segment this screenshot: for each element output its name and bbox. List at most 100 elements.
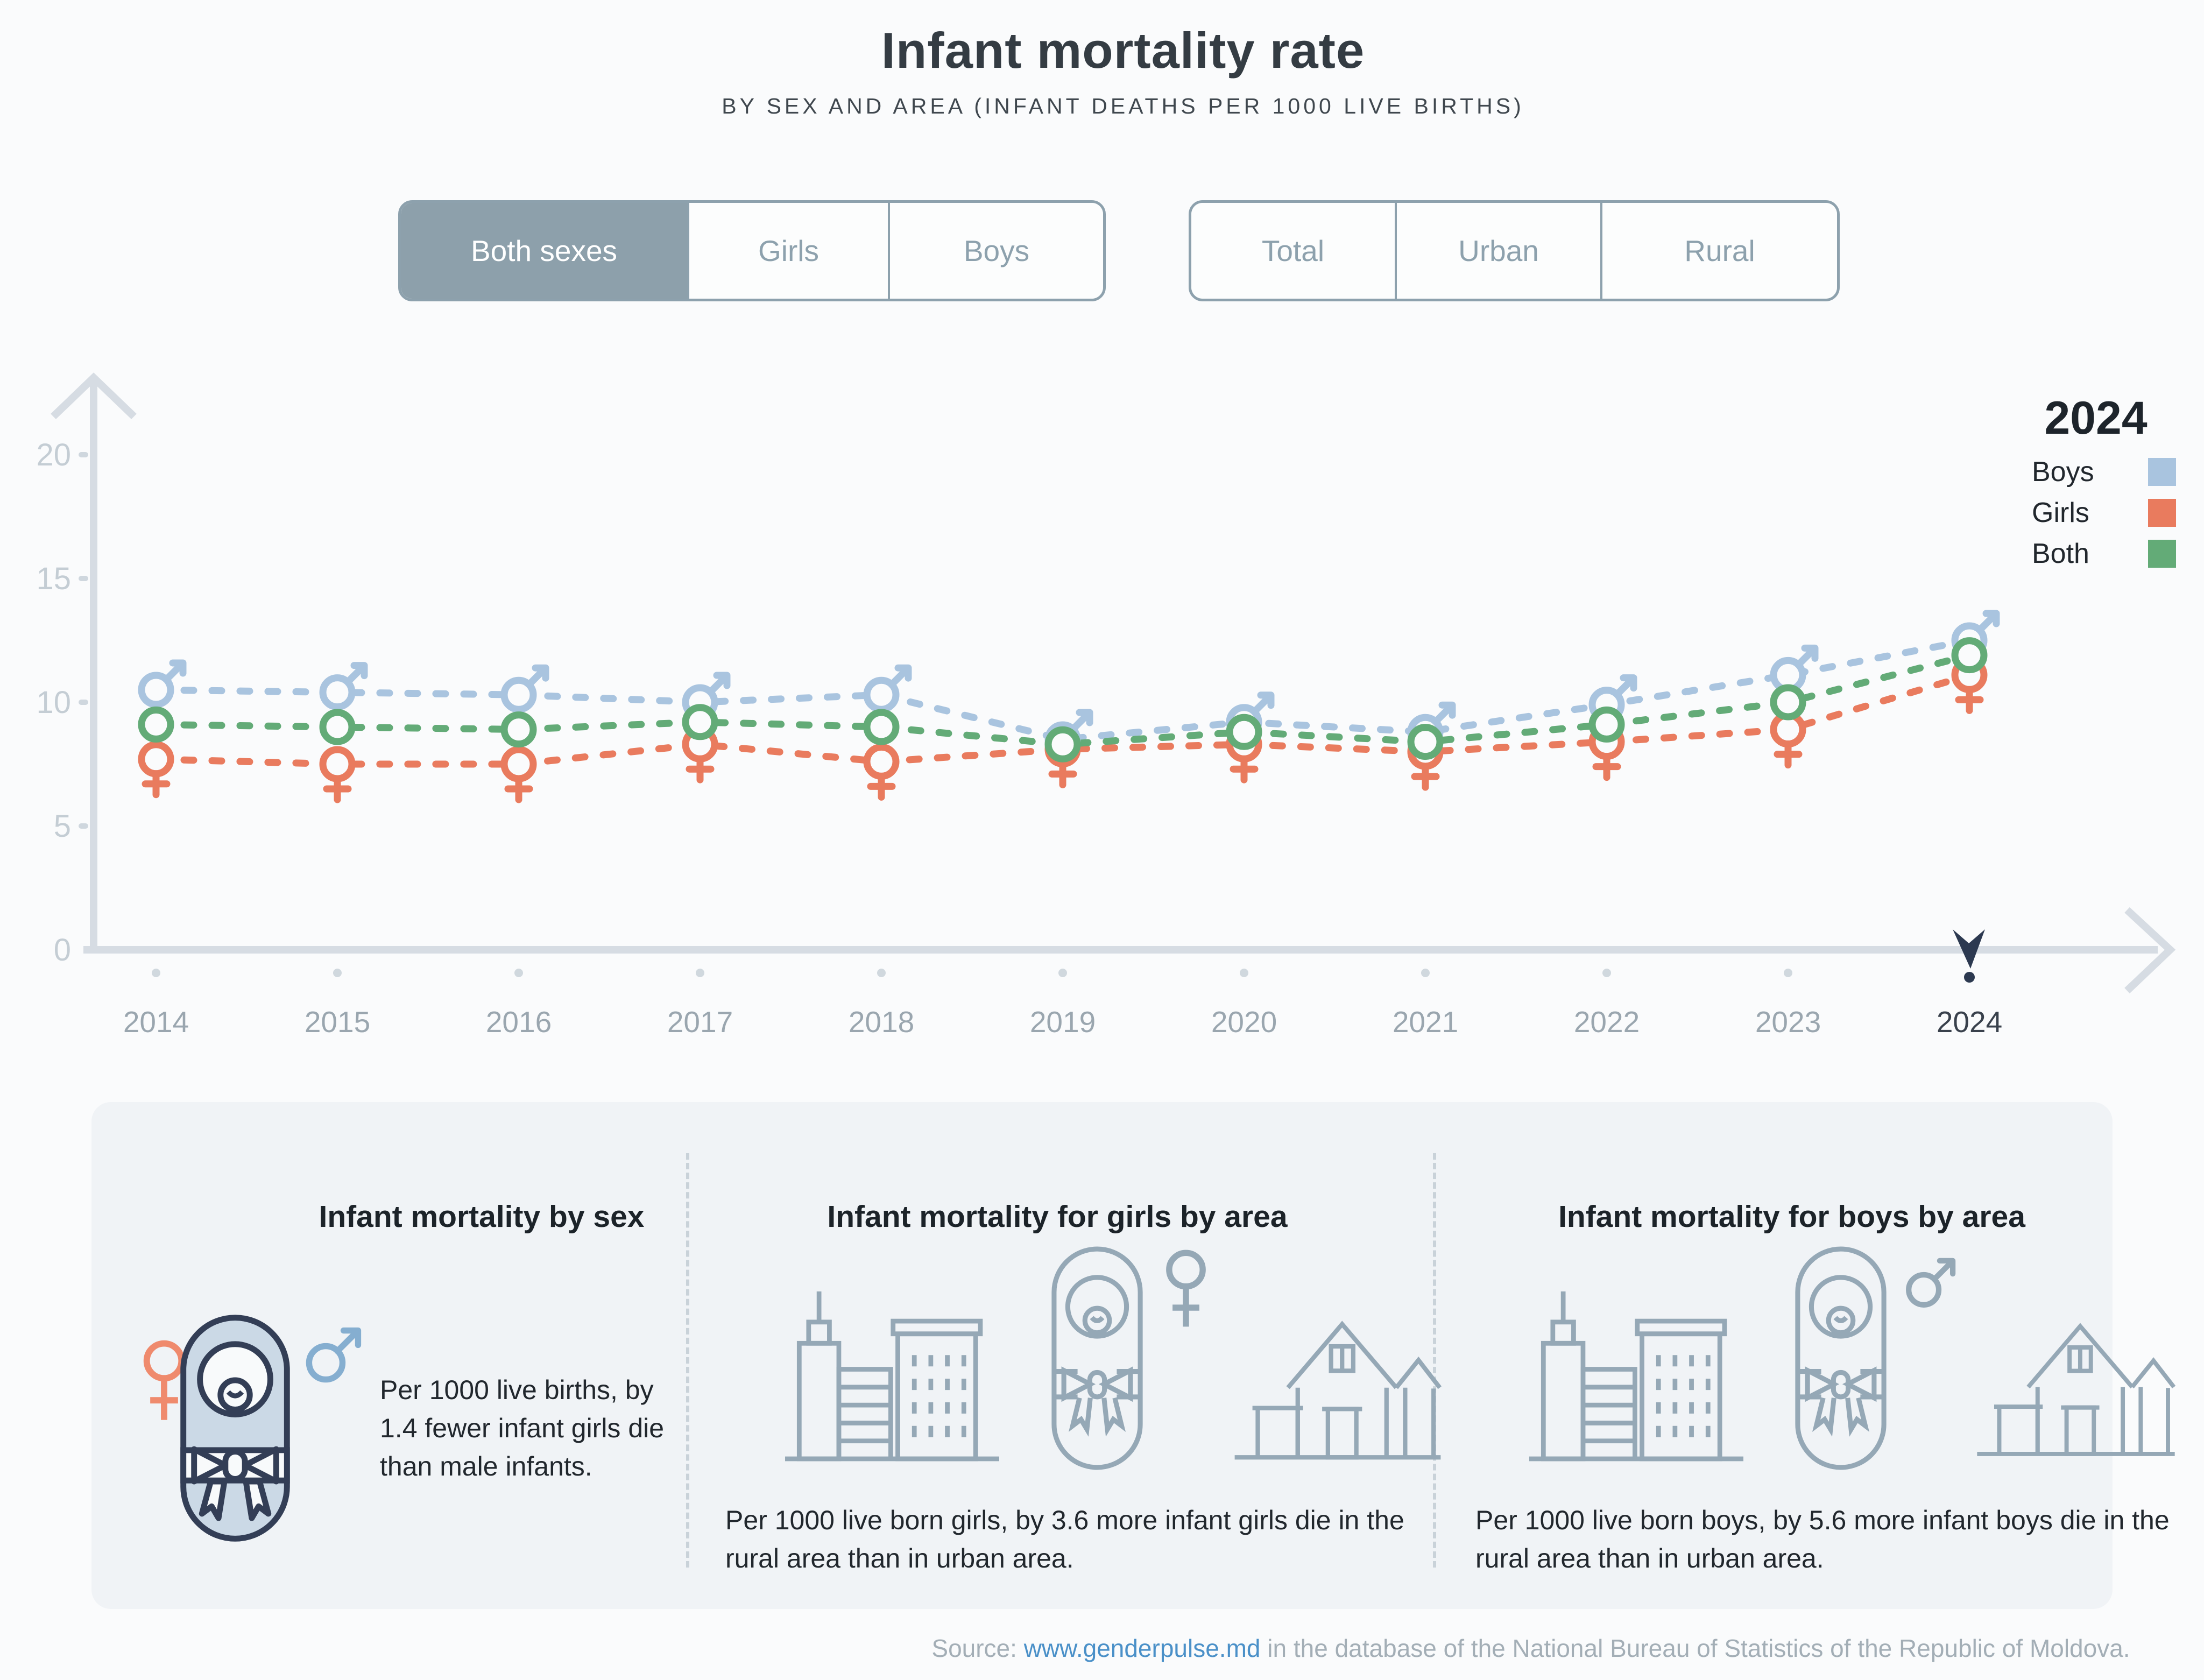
source-footer: Source: www.genderpulse.md in the databa…	[858, 1634, 2203, 1663]
y-tick-mark	[79, 452, 88, 457]
legend-item-both: Both	[2012, 538, 2179, 569]
axes	[51, 372, 2176, 994]
card-girls-area-title: Infant mortality for girls by area	[827, 1199, 1288, 1234]
legend-year-title: 2024	[2044, 392, 2148, 444]
legend-swatch	[2148, 499, 2176, 527]
card-divider	[686, 1153, 689, 1568]
point-both-2018[interactable]	[863, 709, 900, 745]
area-option-total[interactable]: Total	[1191, 203, 1397, 299]
card-boys-area-text: Per 1000 live born boys, by 5.6 more inf…	[1475, 1505, 2170, 1573]
point-both-2023[interactable]	[1770, 684, 1806, 721]
year-dot[interactable]	[514, 969, 523, 977]
legend-swatch	[2148, 540, 2176, 568]
year-dot[interactable]	[1602, 969, 1611, 977]
year-dot[interactable]	[696, 969, 704, 977]
year-label-2014[interactable]: 2014	[123, 1005, 189, 1039]
point-both-2022[interactable]	[1588, 706, 1625, 743]
y-tick-mark	[79, 576, 88, 581]
point-both-2020[interactable]	[1226, 714, 1262, 750]
year-label-2016[interactable]: 2016	[486, 1005, 552, 1039]
area-option-urban[interactable]: Urban	[1397, 203, 1602, 299]
source-suffix: in the database of the National Bureau o…	[1267, 1634, 2130, 1662]
card-sex-text: Per 1000 live births, by 1.4 fewer infan…	[380, 1375, 665, 1481]
y-tick-label: 0	[54, 933, 71, 968]
year-label-2022[interactable]: 2022	[1574, 1005, 1640, 1039]
year-label-2015[interactable]: 2015	[305, 1005, 370, 1039]
legend-label: Boys	[2032, 456, 2094, 488]
y-tick-label: 10	[36, 685, 71, 720]
year-dot[interactable]	[1058, 969, 1067, 977]
sex-toggle-group: Both sexes Girls Boys	[398, 200, 1106, 301]
legend-rows: Boys Girls Both	[2012, 456, 2179, 569]
city-buildings-icon	[781, 1268, 1003, 1471]
point-both-2017[interactable]	[682, 704, 718, 740]
point-boys-2015[interactable]	[319, 662, 368, 711]
sex-option-boys[interactable]: Boys	[890, 203, 1103, 299]
card-sex-title: Infant mortality by sex	[319, 1199, 645, 1234]
year-label-2019[interactable]: 2019	[1030, 1005, 1096, 1039]
year-dot[interactable]	[1784, 969, 1792, 977]
marker-dot	[1964, 972, 1975, 983]
point-both-2021[interactable]	[1407, 724, 1444, 760]
legend-swatch	[2148, 458, 2176, 486]
marker-cursor-icon[interactable]	[1953, 929, 1985, 969]
legend-item-girls: Girls	[2012, 497, 2179, 528]
rural-house-icon	[1231, 1275, 1444, 1471]
point-both-2019[interactable]	[1044, 726, 1081, 763]
point-girls-2015[interactable]	[319, 746, 356, 803]
city-buildings-icon	[1525, 1268, 1747, 1471]
swaddled-baby-icon	[1048, 1243, 1146, 1473]
source-prefix: Source:	[931, 1634, 1017, 1662]
timeline-marker-2024[interactable]	[1953, 929, 1985, 983]
year-dot[interactable]	[1421, 969, 1430, 977]
area-option-rural[interactable]: Rural	[1602, 203, 1837, 299]
legend-item-boys: Boys	[2012, 456, 2179, 488]
point-girls-2014[interactable]	[138, 741, 174, 799]
year-dot[interactable]	[333, 969, 342, 977]
point-boys-2023[interactable]	[1770, 644, 1819, 693]
area-toggle-group: Total Urban Rural	[1189, 200, 1840, 301]
point-girls-2023[interactable]	[1770, 711, 1806, 769]
year-label-2023[interactable]: 2023	[1755, 1005, 1821, 1039]
y-tick-label: 15	[36, 561, 71, 596]
point-both-2024[interactable]	[1951, 637, 1988, 674]
swaddled-baby-icon	[176, 1311, 294, 1545]
y-tick-mark	[79, 700, 88, 705]
sex-option-both-sexes[interactable]: Both sexes	[401, 203, 689, 299]
x-axis-arrow-icon	[2124, 907, 2176, 994]
year-dot[interactable]	[152, 969, 160, 977]
page-title: Infant mortality rate	[881, 22, 1365, 79]
male-icon	[302, 1322, 367, 1386]
y-tick-label: 5	[54, 809, 71, 844]
y-tick-label: 20	[36, 437, 71, 472]
point-boys-2016[interactable]	[500, 664, 549, 713]
legend-label: Both	[2032, 538, 2089, 569]
point-boys-2014[interactable]	[138, 659, 187, 708]
year-label-2024[interactable]: 2024	[1937, 1005, 2002, 1039]
point-boys-2018[interactable]	[863, 664, 912, 713]
female-icon	[1160, 1248, 1212, 1336]
year-label-2017[interactable]: 2017	[667, 1005, 733, 1039]
y-tick-mark	[79, 823, 88, 829]
point-both-2016[interactable]	[500, 711, 537, 748]
point-both-2014[interactable]	[138, 706, 174, 743]
point-girls-2018[interactable]	[863, 743, 900, 801]
year-label-2018[interactable]: 2018	[849, 1005, 914, 1039]
sex-option-girls[interactable]: Girls	[689, 203, 890, 299]
point-girls-2016[interactable]	[500, 746, 537, 803]
year-label-2021[interactable]: 2021	[1393, 1005, 1458, 1039]
rural-house-icon	[1974, 1275, 2178, 1471]
year-label-2020[interactable]: 2020	[1211, 1005, 1277, 1039]
legend-label: Girls	[2032, 497, 2089, 528]
swaddled-baby-icon	[1792, 1243, 1890, 1473]
point-both-2015[interactable]	[319, 709, 356, 745]
chart-legend: 2024 Boys Girls Both	[2012, 392, 2179, 569]
summary-cards-panel: Infant mortality by sex Per 1000 live bi…	[91, 1102, 2113, 1609]
year-dot[interactable]	[1240, 969, 1248, 977]
plot-layer: 0 5 10 15 20 2014 2015 2016 2017 2018 2019 2020 2021…	[36, 437, 2002, 1039]
source-link[interactable]: www.genderpulse.md	[1023, 1634, 1261, 1662]
header: Infant mortality rate BY SEX AND AREA (I…	[42, 22, 2204, 119]
year-dot[interactable]	[877, 969, 886, 977]
